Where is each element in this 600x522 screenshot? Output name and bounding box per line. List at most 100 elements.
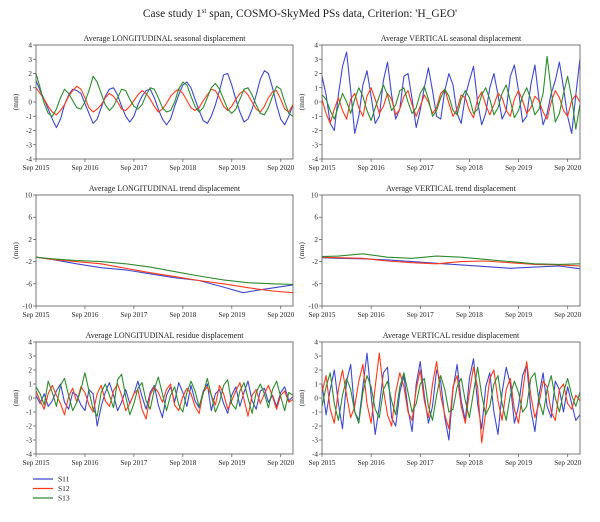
y-tick-label: 6 (28, 214, 32, 222)
chart-panel: Average VERTICAL residue displacement 4 3 2… (297, 331, 582, 467)
series-line-s13 (322, 253, 580, 265)
y-tick-label: 2 (314, 236, 318, 244)
x-tick-label: Sep 2018 (456, 311, 483, 319)
y-tick-label: -10 (308, 303, 318, 311)
x-tick-label: Sep 2018 (169, 311, 196, 319)
chart-panels: Average LONGITUDINAL seasonal displaceme… (11, 34, 582, 467)
y-tick-label: 3 (314, 56, 318, 64)
chart-panel: Average LONGITUDINAL residue displacemen… (11, 331, 295, 467)
x-tick-label: Sep 2017 (407, 164, 434, 172)
y-tick-label: -1 (26, 409, 32, 417)
legend-label: S13 (58, 494, 70, 503)
x-tick-label: Sep 2019 (505, 459, 532, 467)
x-tick-label: Sep 2019 (505, 311, 532, 319)
y-tick-label: -4 (26, 451, 32, 459)
y-tick-label: -6 (26, 280, 32, 288)
y-tick-label: -10 (22, 303, 32, 311)
x-tick-label: Sep 2015 (23, 164, 50, 172)
legend-label: S12 (58, 484, 70, 493)
x-tick-label: Sep 2016 (358, 311, 385, 319)
y-axis-label: (mm) (11, 242, 20, 259)
y-tick-label: -2 (26, 258, 32, 266)
y-tick-label: 0 (314, 395, 318, 403)
plot-frame (35, 194, 294, 307)
y-tick-label: 10 (311, 192, 319, 200)
x-tick-label: Sep 2018 (169, 164, 196, 172)
series-line-s12 (36, 256, 293, 294)
plot-frame (321, 194, 581, 307)
x-tick-label: Sep 2017 (120, 311, 147, 319)
x-tick-label: Sep 2019 (218, 459, 245, 467)
x-tick-label: Sep 2020 (554, 459, 581, 467)
panel-title: Average LONGITUDINAL trend displacement (89, 184, 241, 193)
plot-frame (321, 341, 581, 455)
x-tick-label: Sep 2020 (267, 459, 294, 467)
series-line-s13 (36, 73, 293, 117)
y-tick-label: 3 (314, 353, 318, 361)
x-tick-label: Sep 2015 (309, 164, 336, 172)
y-tick-label: -3 (26, 141, 32, 149)
legend-label: S11 (58, 475, 70, 484)
y-tick-label: -3 (26, 437, 32, 445)
series-line-s13 (36, 256, 293, 285)
series-line-s11 (36, 70, 293, 129)
y-tick-label: 2 (28, 367, 32, 375)
x-tick-label: Sep 2017 (120, 459, 147, 467)
series-line-s13 (322, 55, 580, 130)
y-tick-label: -1 (312, 113, 318, 121)
y-tick-label: 4 (28, 339, 32, 347)
y-tick-label: 3 (28, 56, 32, 64)
x-tick-label: Sep 2016 (71, 311, 98, 319)
y-tick-label: 3 (28, 353, 32, 361)
series-line-s11 (36, 256, 293, 294)
y-tick-label: -2 (312, 258, 318, 266)
x-tick-label: Sep 2017 (120, 164, 147, 172)
x-tick-label: Sep 2018 (169, 459, 196, 467)
y-tick-label: 1 (314, 84, 318, 92)
y-tick-label: 1 (28, 84, 32, 92)
series-line-s11 (322, 51, 580, 134)
x-tick-label: Sep 2020 (554, 164, 581, 172)
y-tick-label: -1 (26, 113, 32, 121)
x-tick-label: Sep 2016 (358, 164, 385, 172)
y-tick-label: -4 (26, 156, 32, 164)
x-tick-label: Sep 2015 (309, 459, 336, 467)
y-tick-label: -2 (312, 423, 318, 431)
y-tick-label: -2 (26, 423, 32, 431)
y-tick-label: 4 (314, 42, 318, 50)
series-line-s13 (36, 372, 293, 417)
series-line-s11 (322, 257, 580, 270)
y-tick-label: 2 (314, 367, 318, 375)
chart-panel: Average LONGITUDINAL trend displacement 1… (11, 184, 295, 319)
y-tick-label: 2 (314, 70, 318, 78)
y-tick-label: -4 (312, 451, 318, 459)
plot-frame (35, 341, 294, 455)
x-tick-label: Sep 2020 (554, 311, 581, 319)
x-tick-label: Sep 2016 (71, 164, 98, 172)
x-tick-label: Sep 2015 (23, 459, 50, 467)
x-tick-label: Sep 2018 (456, 459, 483, 467)
y-axis-label: (mm) (11, 389, 20, 406)
x-tick-label: Sep 2016 (358, 459, 385, 467)
y-tick-label: 4 (28, 42, 32, 50)
x-tick-label: Sep 2019 (218, 164, 245, 172)
y-tick-label: 6 (314, 214, 318, 222)
series-line-s12 (322, 87, 580, 124)
y-tick-label: -3 (312, 141, 318, 149)
panel-title: Average VERTICAL trend displacement (386, 184, 517, 193)
chart-panel: Average VERTICAL seasonal displacement 4 3… (297, 34, 582, 172)
x-tick-label: Sep 2017 (407, 311, 434, 319)
chart-panel: Average LONGITUDINAL seasonal displaceme… (11, 34, 295, 172)
series-line-s11 (36, 380, 293, 427)
x-tick-label: Sep 2017 (407, 459, 434, 467)
y-tick-label: -3 (312, 437, 318, 445)
y-axis-label: (mm) (11, 93, 20, 110)
x-tick-label: Sep 2020 (267, 311, 294, 319)
panel-title: Average VERTICAL seasonal displacement (381, 34, 522, 43)
series-line-s11 (322, 352, 580, 441)
series-line-s12 (36, 85, 293, 116)
x-tick-label: Sep 2020 (267, 164, 294, 172)
x-tick-label: Sep 2019 (505, 164, 532, 172)
